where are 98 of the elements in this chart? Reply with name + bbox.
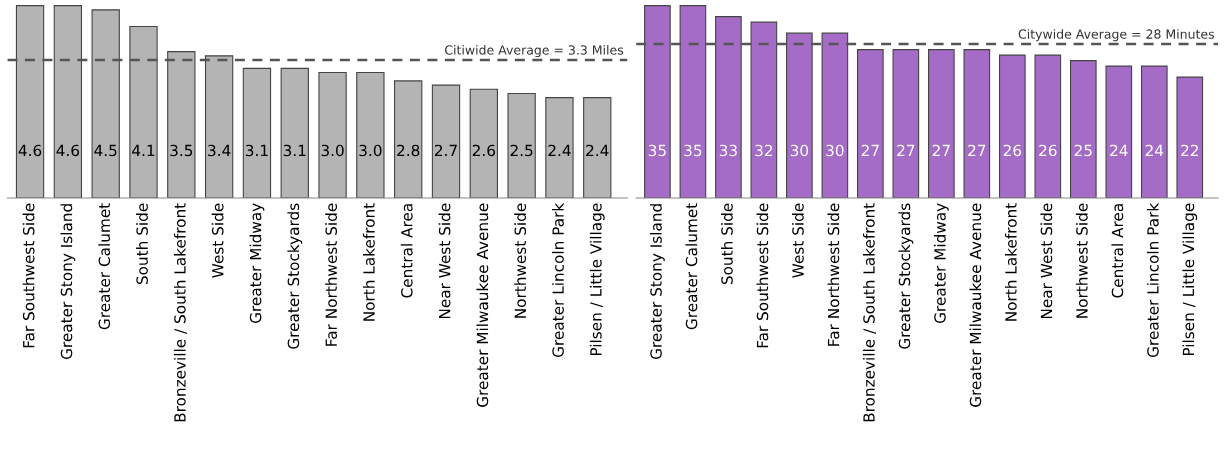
data-label: 25 [1074, 144, 1092, 157]
x-tick-label: Greater Lincoln Park [1146, 202, 1159, 357]
data-label: 2.6 [472, 144, 495, 157]
bar [998, 54, 1026, 198]
data-label: 3.1 [283, 144, 306, 157]
data-label: 22 [1181, 144, 1198, 157]
data-label: 4.1 [132, 144, 155, 157]
x-tick-label: Central Area [400, 204, 413, 298]
x-tick-label: Northwest Side [514, 203, 527, 318]
data-label: 2.8 [397, 144, 420, 157]
data-label: 33 [719, 144, 737, 157]
x-tick-label: Near West Side [438, 203, 451, 319]
data-label: 27 [861, 144, 879, 157]
bar [928, 49, 955, 198]
x-tick-label: South Side [720, 203, 733, 285]
bar [1069, 60, 1097, 198]
bar [242, 67, 272, 198]
data-label: 4.6 [56, 144, 80, 157]
x-tick-label: Near West Side [1040, 203, 1053, 319]
bar [507, 92, 536, 198]
data-label: 35 [648, 144, 666, 157]
bar [715, 16, 742, 198]
x-tick-label: Bronzeville / South Lakefront [173, 203, 187, 422]
bar [91, 9, 120, 198]
bar [431, 84, 461, 198]
x-tick-label: Far Southwest Side [756, 203, 769, 348]
data-label: 3.5 [170, 144, 193, 157]
data-label: 35 [684, 144, 702, 157]
x-tick-label: Greater Stony Island [60, 204, 76, 360]
bar [53, 5, 83, 198]
data-label: 30 [826, 144, 844, 157]
x-tick-label: Greater Stony Island [650, 204, 665, 360]
x-tick-label: Greater Lincoln Park [552, 202, 564, 357]
x-tick-label: Pilsen / Little Village [589, 203, 605, 356]
x-tick-label: Central Area [1111, 204, 1124, 298]
x-tick-label: North Lakefront [1004, 203, 1017, 321]
data-label: 3.0 [359, 144, 382, 157]
bar [129, 26, 158, 198]
ref-line-label: Citywide Average = 28 Minutes [1018, 29, 1215, 42]
data-label: 3.0 [321, 144, 344, 157]
x-tick-label: Far Northwest Side [827, 203, 840, 346]
data-label: 32 [755, 144, 773, 157]
x-tick-label: Greater Stockyards [898, 203, 914, 349]
x-tick-label: West Side [211, 203, 224, 278]
x-tick-label: Bronzeville / South Lakefront [862, 203, 876, 422]
x-tick-label: West Side [791, 203, 804, 278]
x-tick-label: Northwest Side [1075, 203, 1088, 318]
bar [1034, 54, 1062, 198]
x-tick-label: Greater Calumet [98, 203, 111, 330]
x-tick-label: Pilsen / Little Village [1182, 203, 1198, 356]
data-label: 3.1 [245, 144, 268, 157]
data-label: 27 [897, 144, 915, 157]
data-label: 3.4 [208, 144, 231, 157]
data-label: 24 [1110, 144, 1128, 157]
bar [857, 49, 884, 198]
x-tick-label: Far Northwest Side [325, 203, 337, 346]
data-label: 2.4 [586, 144, 609, 157]
bar [786, 32, 813, 198]
x-tick-label: Greater Midway [933, 203, 949, 324]
x-tick-label: Greater Milwaukee Avenue [476, 203, 489, 407]
bar [679, 5, 707, 198]
bar [1140, 65, 1168, 198]
x-tick-label: North Lakefront [362, 203, 375, 321]
bar [644, 5, 671, 198]
bar [280, 67, 309, 198]
bar [356, 71, 385, 198]
x-tick-label: Far Southwest Side [22, 203, 35, 348]
bar [1105, 65, 1133, 198]
x-tick-label: South Side [136, 203, 148, 285]
bar [892, 49, 920, 198]
data-label: 27 [968, 144, 986, 157]
bar [204, 55, 234, 198]
bar [318, 71, 347, 198]
bar [394, 80, 423, 198]
bar [750, 21, 778, 198]
bar [469, 88, 498, 198]
bar [821, 32, 849, 198]
data-label: 4.5 [94, 144, 117, 157]
x-tick-label: Greater Calumet [685, 203, 698, 330]
data-label: 24 [1145, 144, 1164, 157]
ref-line-label: Citiwide Average = 3.3 Miles [445, 45, 624, 58]
data-label: 26 [1039, 144, 1057, 157]
data-label: 27 [932, 144, 950, 157]
x-tick-label: Greater Midway [249, 203, 265, 324]
bar [545, 97, 574, 198]
x-tick-label: Greater Stockyards [287, 203, 303, 349]
bar [167, 51, 196, 198]
bar [15, 5, 45, 198]
data-label: 26 [1003, 144, 1022, 157]
bar [963, 49, 991, 198]
bar [583, 97, 612, 198]
data-label: 30 [790, 144, 809, 157]
data-label: 2.4 [548, 144, 571, 157]
bar [1176, 76, 1204, 198]
data-label: 4.6 [18, 144, 42, 157]
data-label: 2.7 [434, 144, 457, 157]
data-label: 2.5 [510, 144, 533, 157]
x-tick-label: Greater Milwaukee Avenue [969, 203, 982, 407]
